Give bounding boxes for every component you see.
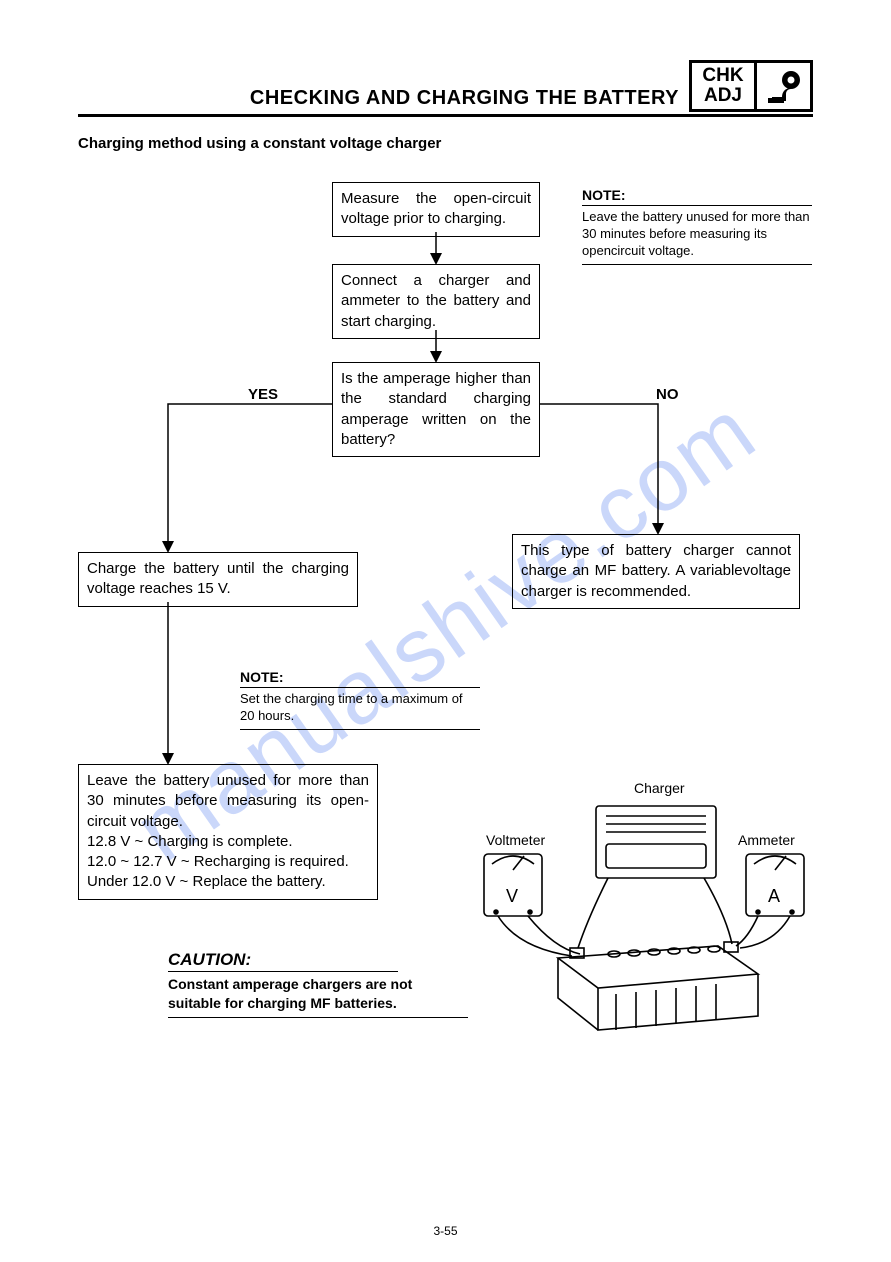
flow-node-charge: Charge the battery until the charging vo… [78,552,358,607]
page-number: 3-55 [0,1224,891,1238]
note-mid: NOTE: Set the charging time to a maximum… [240,668,480,730]
flow-node-connect: Connect a charger and ammeter to the bat… [332,264,540,339]
badge-wrench-icon [757,60,813,112]
page-header: CHECKING AND CHARGING THE BATTERY CHK AD… [78,60,813,117]
flow-node-decision: Is the amperage higher than the standard… [332,362,540,457]
badge-chk-adj: CHK ADJ [689,60,757,112]
illus-label-charger: Charger [634,780,685,796]
caution-block: CAUTION: Constant amperage chargers are … [168,950,468,1018]
svg-text:A: A [768,886,780,906]
illustration-battery-charger: V A [458,798,818,1058]
note-top: NOTE: Leave the battery unused for more … [582,186,812,265]
note-text: Leave the battery unused for more than 3… [582,209,810,258]
note-title: NOTE: [240,668,480,688]
flow-node-cannot-charge: This type of battery charger cannot char… [512,534,800,609]
svg-text:V: V [506,886,518,906]
page-title: CHECKING AND CHARGING THE BATTERY [78,87,689,112]
section-subtitle: Charging method using a constant voltage… [78,135,813,152]
badge-line1: CHK [702,66,743,86]
header-badges: CHK ADJ [689,60,813,112]
label-no: NO [656,386,679,403]
flow-node-measure: Measure the open-circuit voltage prior t… [332,182,540,237]
label-yes: YES [248,386,278,403]
caution-text: Constant amperage chargers are not suita… [168,975,468,1018]
note-title: NOTE: [582,186,812,206]
note-text: Set the charging time to a maximum of 20… [240,691,463,723]
caution-title: CAUTION: [168,950,398,972]
page: CHECKING AND CHARGING THE BATTERY CHK AD… [0,0,891,1142]
badge-line2: ADJ [704,86,742,106]
flow-node-result: Leave the battery unused for more than 3… [78,764,378,900]
flowchart-canvas: Measure the open-circuit voltage prior t… [78,182,813,1142]
